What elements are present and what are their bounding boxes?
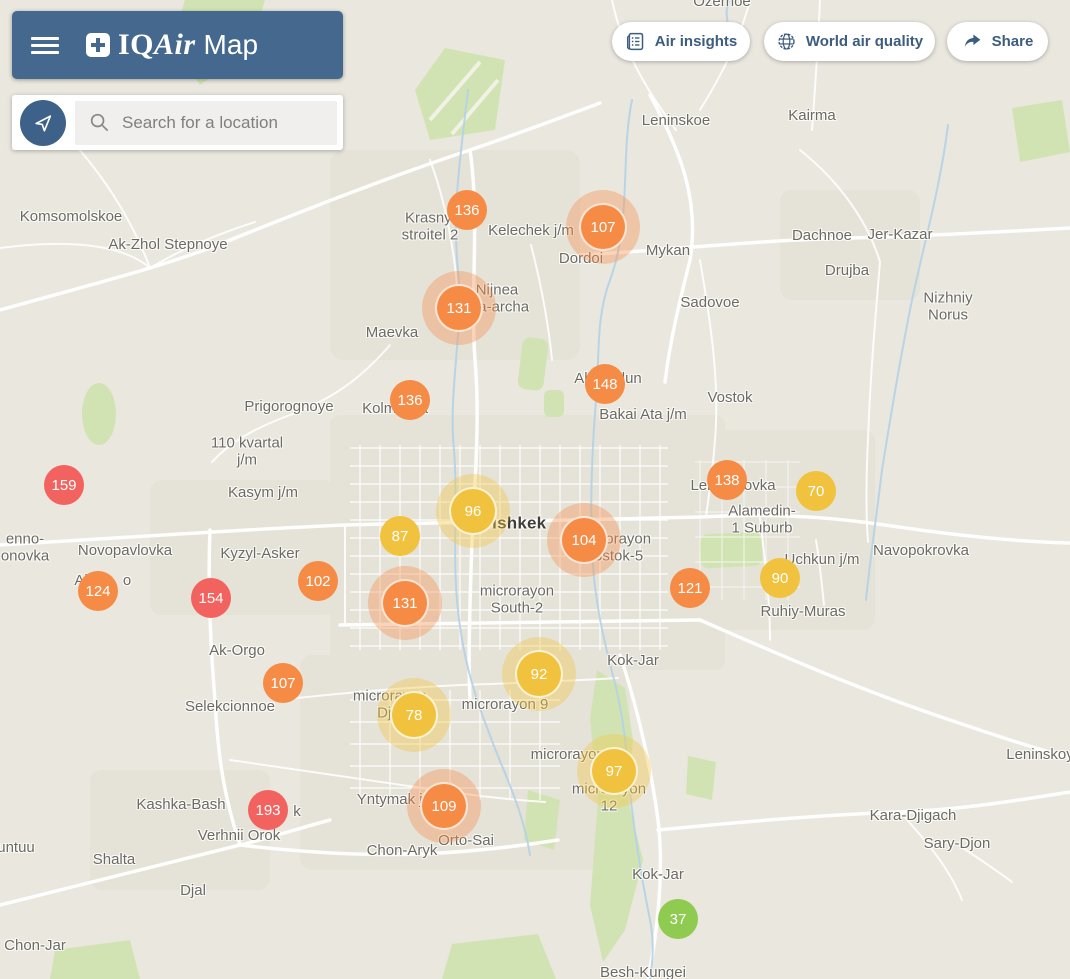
- logo-map: Map: [203, 29, 259, 60]
- aqi-value: 124: [78, 571, 118, 611]
- aqi-value: 131: [381, 579, 429, 627]
- logo-text: IQAir Map: [118, 28, 258, 62]
- aqi-value: 97: [590, 747, 638, 795]
- search-field: [75, 100, 337, 145]
- aqi-value: 121: [670, 568, 710, 608]
- locate-me-button[interactable]: [20, 99, 66, 146]
- air-insights-button[interactable]: Air insights: [612, 22, 750, 61]
- aqi-value: 78: [390, 691, 438, 739]
- air-insights-icon: [626, 32, 643, 51]
- aqi-value: 87: [380, 516, 420, 556]
- aqi-value: 159: [44, 465, 84, 505]
- iqair-plus-icon: [86, 33, 110, 57]
- world-air-quality-label: World air quality: [805, 33, 924, 50]
- aqi-value: 96: [449, 487, 497, 535]
- world-air-quality-button[interactable]: World air quality: [764, 22, 935, 61]
- aqi-value: 193: [248, 790, 288, 830]
- app-header: IQAir Map: [12, 11, 343, 79]
- aqi-value: 107: [579, 203, 627, 251]
- aqi-value: 104: [560, 516, 608, 564]
- globe-icon: [778, 33, 795, 50]
- navigation-arrow-icon: [35, 114, 52, 132]
- search-input[interactable]: [120, 111, 337, 134]
- search-card: [12, 95, 343, 150]
- search-icon: [90, 113, 108, 131]
- aqi-value: 148: [585, 364, 625, 404]
- share-label: Share: [991, 33, 1034, 50]
- share-icon: [964, 34, 981, 47]
- aqi-value: 107: [263, 663, 303, 703]
- logo-iq: IQ: [118, 28, 155, 61]
- air-insights-label: Air insights: [654, 33, 738, 50]
- hamburger-icon: [31, 36, 59, 40]
- aqi-value: 70: [796, 471, 836, 511]
- iqair-logo: IQAir Map: [86, 28, 258, 62]
- share-button[interactable]: Share: [947, 22, 1048, 61]
- aqi-value: 138: [707, 460, 747, 500]
- aqi-value: 92: [515, 650, 563, 698]
- aqi-value: 136: [390, 380, 430, 420]
- aqi-value: 109: [420, 782, 468, 830]
- aqi-value: 37: [658, 899, 698, 939]
- aqi-value: 154: [191, 578, 231, 618]
- menu-button[interactable]: [31, 36, 59, 54]
- logo-air: Air: [154, 28, 196, 61]
- aqi-value: 131: [435, 284, 483, 332]
- aqi-value: 90: [760, 558, 800, 598]
- aqi-value: 102: [298, 561, 338, 601]
- aqi-value: 136: [447, 190, 487, 230]
